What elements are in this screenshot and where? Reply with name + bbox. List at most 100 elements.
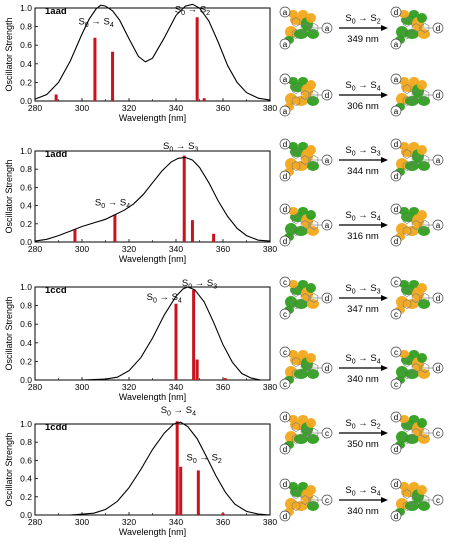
substituent-circle bbox=[390, 38, 402, 50]
arrow-symbol: → S bbox=[356, 13, 377, 24]
bar bbox=[190, 220, 194, 242]
ring-outline bbox=[309, 428, 319, 438]
ring-outline bbox=[291, 434, 301, 444]
substituent-label: c bbox=[436, 496, 440, 505]
plot-frame bbox=[34, 7, 271, 102]
substituent-label: a bbox=[325, 221, 330, 230]
substituent-label: d bbox=[436, 294, 440, 303]
transition-annotation: S0 → S4 bbox=[161, 405, 196, 418]
orbital-before-0-0: a a a bbox=[279, 6, 333, 50]
orbital-lobe bbox=[399, 415, 409, 423]
ring-outline bbox=[300, 90, 310, 100]
substituent-circle bbox=[279, 6, 291, 18]
orbital-lobe bbox=[285, 223, 297, 235]
substituent-label: d bbox=[394, 172, 398, 181]
orbital-lobe bbox=[417, 418, 427, 428]
x-tick-label: 380 bbox=[263, 517, 277, 527]
bar bbox=[111, 51, 115, 101]
spectrum-curve bbox=[35, 421, 271, 516]
y-tick-label: 0.0 bbox=[20, 510, 32, 520]
orbital-lobe bbox=[306, 418, 316, 428]
orbital-lobe bbox=[405, 434, 419, 444]
orbital-lobe bbox=[417, 80, 427, 90]
orbital-lobe bbox=[294, 226, 308, 236]
state-subscript: 4 bbox=[110, 22, 114, 29]
state-symbol: S bbox=[345, 145, 351, 156]
x-tick-label: 360 bbox=[216, 517, 230, 527]
state-subscript: 3 bbox=[377, 151, 381, 158]
state-subscript: 3 bbox=[194, 147, 198, 154]
ring-outline bbox=[402, 501, 412, 511]
orbital-lobe bbox=[399, 350, 409, 358]
orbital-lobe bbox=[399, 77, 409, 85]
orbital-lobe bbox=[298, 77, 308, 85]
state-subscript: 0 bbox=[181, 10, 185, 17]
x-tick-label: 380 bbox=[263, 244, 277, 254]
state-subscript: 0 bbox=[352, 359, 356, 366]
substituent-circle bbox=[279, 346, 291, 358]
state-subscript: 0 bbox=[352, 151, 356, 158]
ring-outline bbox=[309, 495, 319, 505]
state-symbol: S bbox=[78, 17, 84, 28]
y-tick-label: 1.0 bbox=[20, 3, 32, 13]
spectrum-curve bbox=[34, 156, 271, 242]
y-tick-label: 0.8 bbox=[20, 301, 32, 311]
substituent-label: a bbox=[394, 75, 399, 84]
arrow-symbol: → S bbox=[192, 278, 213, 289]
ring-outline bbox=[402, 29, 412, 39]
ring-outline bbox=[420, 90, 430, 100]
state-symbol: S bbox=[147, 292, 153, 303]
transition-label: S0 → S4 bbox=[345, 80, 380, 93]
state-symbol: S bbox=[345, 353, 351, 364]
transition-label: S0 → S4 bbox=[345, 210, 380, 223]
ring-outline bbox=[309, 220, 319, 230]
orbital-lobe bbox=[294, 434, 308, 444]
transition-wavelength: 306 nm bbox=[347, 101, 379, 112]
y-tick-label: 1.0 bbox=[20, 282, 32, 292]
orbital-lobe bbox=[409, 142, 419, 150]
x-tick-label: 360 bbox=[216, 103, 230, 113]
orbital-after-0-1: a a d bbox=[390, 73, 444, 117]
substituent-circle bbox=[279, 276, 291, 288]
ring-outline bbox=[300, 293, 310, 303]
transition-annotation: S0 → S3 bbox=[182, 278, 217, 291]
ring-outline bbox=[420, 495, 430, 505]
ring-outline bbox=[402, 357, 412, 367]
arrow-symbol: → S bbox=[356, 418, 377, 429]
bar bbox=[182, 155, 186, 242]
x-tick-label: 320 bbox=[122, 244, 136, 254]
x-tick-label: 320 bbox=[122, 517, 136, 527]
ring-outline bbox=[291, 287, 301, 297]
arrow-symbol: → S bbox=[197, 452, 218, 463]
y-axis-label: Oscillator Strength bbox=[4, 17, 14, 91]
substituent-circle bbox=[279, 411, 291, 423]
plot-frame bbox=[34, 423, 271, 516]
orbital-after-0-0: d a d bbox=[390, 6, 444, 50]
orbital-lobe bbox=[306, 485, 316, 495]
state-symbol: S bbox=[345, 210, 351, 221]
substituent-circle bbox=[279, 73, 291, 85]
state-subscript: 0 bbox=[101, 203, 105, 210]
transition-label: S0 → S4 bbox=[345, 353, 380, 366]
ring-outline bbox=[291, 357, 301, 367]
orbital-lobe bbox=[306, 353, 316, 363]
transition-annotation: S0 → S4 bbox=[95, 198, 130, 211]
substituent-label: a bbox=[283, 107, 288, 116]
orbital-lobe bbox=[396, 223, 408, 235]
substituent-circle bbox=[321, 219, 333, 231]
y-axis-label: Oscillator Strength bbox=[4, 296, 14, 370]
orbital-lobe bbox=[288, 482, 298, 490]
state-subscript: 2 bbox=[377, 424, 381, 431]
plot-frame bbox=[34, 150, 271, 243]
orbital-lobe bbox=[405, 299, 419, 309]
substituent-circle bbox=[432, 362, 444, 374]
substituent-label: c bbox=[394, 278, 398, 287]
bar bbox=[195, 17, 199, 101]
arrow-head bbox=[381, 25, 388, 31]
state-symbol: S bbox=[175, 5, 181, 16]
orbital-lobe bbox=[285, 26, 297, 38]
ring-outline bbox=[300, 155, 310, 165]
state-subscript: 0 bbox=[352, 86, 356, 93]
